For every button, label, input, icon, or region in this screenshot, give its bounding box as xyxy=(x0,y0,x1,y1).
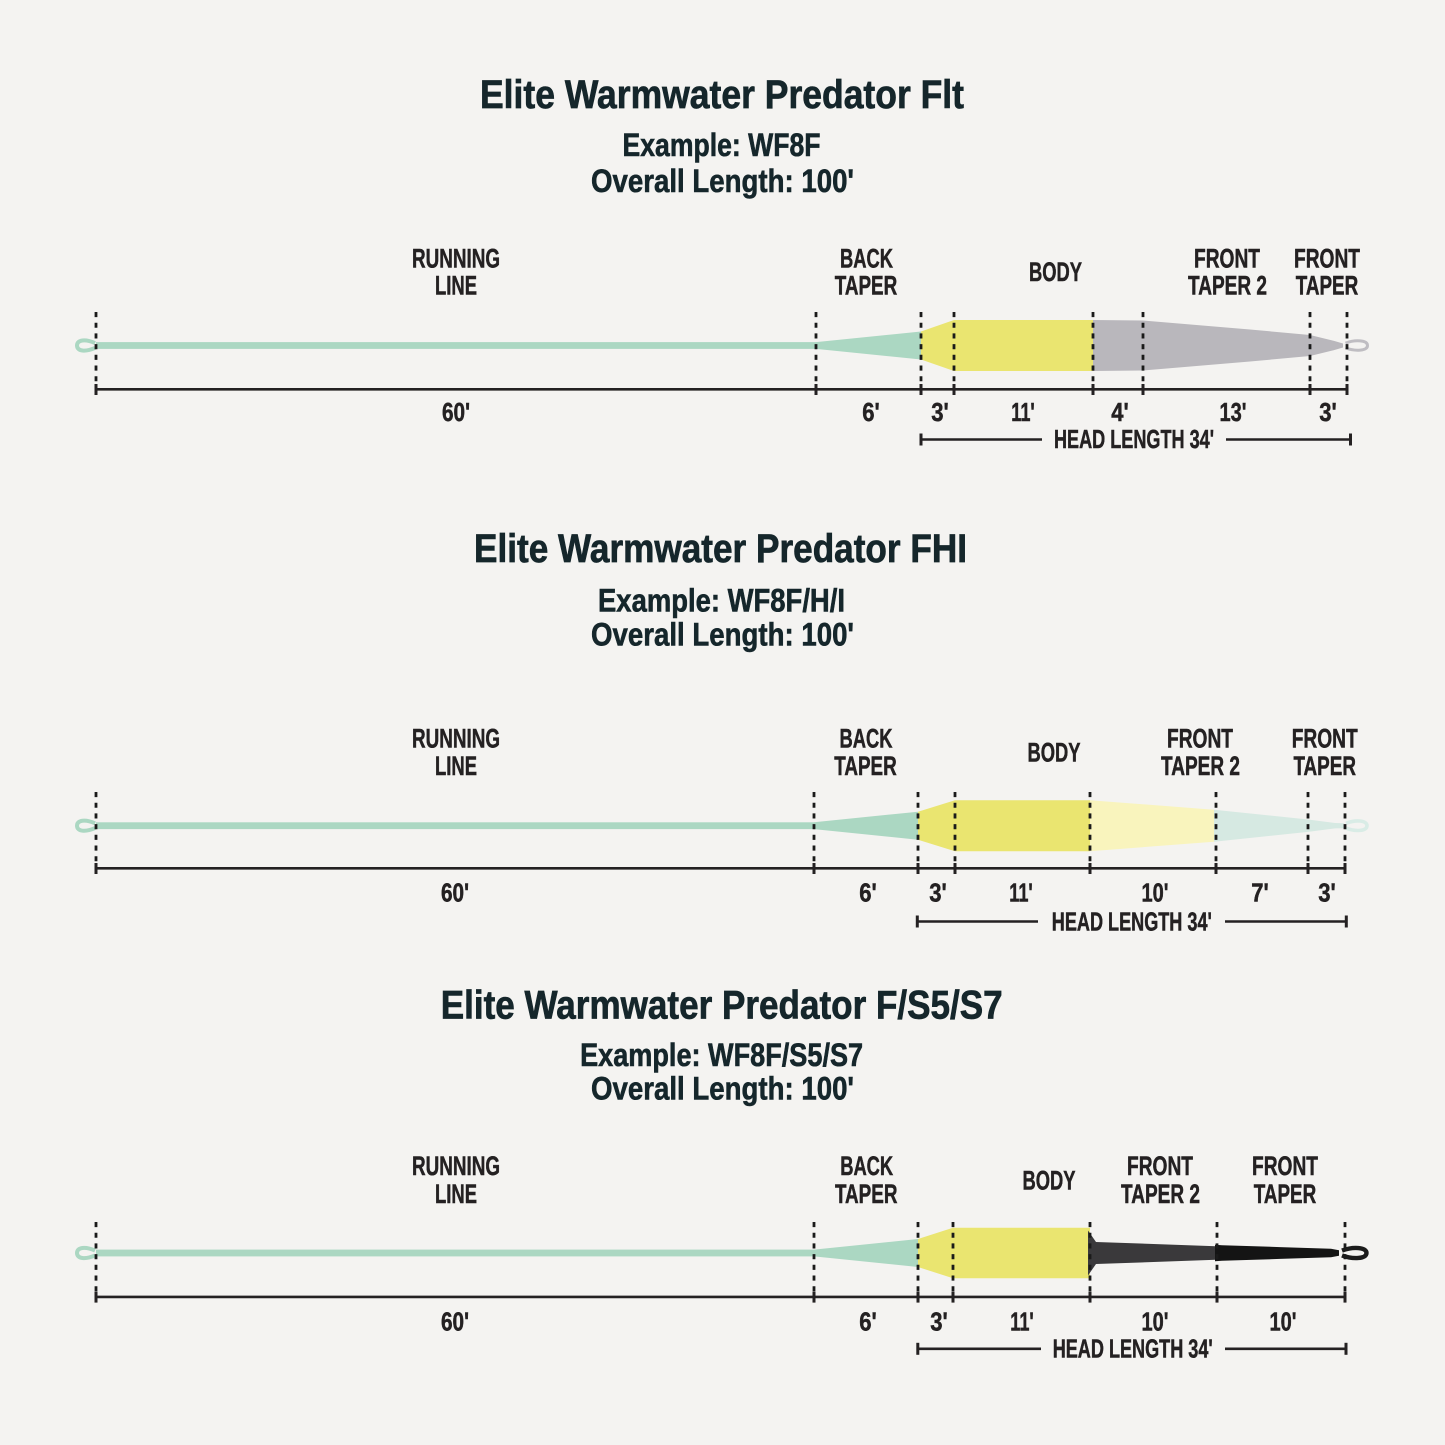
svg-text:10': 10' xyxy=(1142,878,1169,908)
svg-text:10': 10' xyxy=(1270,1307,1297,1337)
svg-text:BODY: BODY xyxy=(1023,1166,1076,1196)
svg-text:TAPER: TAPER xyxy=(834,751,897,781)
svg-text:TAPER: TAPER xyxy=(835,271,898,301)
svg-text:FRONT: FRONT xyxy=(1167,724,1233,754)
svg-text:RUNNING: RUNNING xyxy=(412,244,500,274)
svg-text:3': 3' xyxy=(931,397,949,427)
svg-text:BACK: BACK xyxy=(840,724,893,754)
svg-text:HEAD LENGTH 34': HEAD LENGTH 34' xyxy=(1054,424,1214,454)
svg-text:LINE: LINE xyxy=(435,751,477,781)
svg-text:6': 6' xyxy=(862,397,880,427)
svg-text:FRONT: FRONT xyxy=(1252,1151,1318,1181)
svg-text:FRONT: FRONT xyxy=(1127,1151,1193,1181)
svg-text:Overall Length: 100': Overall Length: 100' xyxy=(591,163,854,199)
svg-text:LINE: LINE xyxy=(435,271,477,301)
svg-text:TAPER: TAPER xyxy=(1254,1179,1317,1209)
svg-text:7': 7' xyxy=(1251,878,1269,908)
svg-text:BODY: BODY xyxy=(1028,738,1081,768)
svg-text:60': 60' xyxy=(441,1307,469,1337)
svg-text:TAPER: TAPER xyxy=(1293,751,1356,781)
svg-text:BACK: BACK xyxy=(840,1151,893,1181)
svg-text:Overall Length: 100': Overall Length: 100' xyxy=(591,617,854,653)
svg-text:TAPER: TAPER xyxy=(835,1179,898,1209)
svg-text:TAPER: TAPER xyxy=(1296,271,1359,301)
svg-text:13': 13' xyxy=(1220,397,1247,427)
svg-text:60': 60' xyxy=(442,397,470,427)
svg-text:Overall Length: 100': Overall Length: 100' xyxy=(591,1071,854,1107)
svg-text:RUNNING: RUNNING xyxy=(412,1151,500,1181)
svg-text:4': 4' xyxy=(1111,397,1129,427)
svg-text:6': 6' xyxy=(859,878,877,908)
svg-text:Elite Warmwater Predator F/S5/: Elite Warmwater Predator F/S5/S7 xyxy=(441,984,1003,1028)
svg-text:Elite Warmwater Predator FHI: Elite Warmwater Predator FHI xyxy=(474,527,967,571)
svg-text:FRONT: FRONT xyxy=(1194,244,1260,274)
svg-text:Elite Warmwater Predator Flt: Elite Warmwater Predator Flt xyxy=(480,73,964,117)
svg-text:10': 10' xyxy=(1142,1307,1169,1337)
svg-text:FRONT: FRONT xyxy=(1292,724,1358,754)
svg-text:HEAD LENGTH 34': HEAD LENGTH 34' xyxy=(1053,1334,1213,1364)
svg-text:11': 11' xyxy=(1010,1307,1034,1337)
svg-text:3': 3' xyxy=(929,878,947,908)
svg-text:3': 3' xyxy=(930,1307,948,1337)
svg-text:BACK: BACK xyxy=(840,244,893,274)
svg-text:Example: WF8F/S5/S7: Example: WF8F/S5/S7 xyxy=(580,1037,863,1073)
svg-text:LINE: LINE xyxy=(435,1179,477,1209)
svg-text:FRONT: FRONT xyxy=(1294,244,1360,274)
svg-text:TAPER 2: TAPER 2 xyxy=(1121,1179,1200,1209)
svg-text:6': 6' xyxy=(859,1307,877,1337)
svg-text:HEAD LENGTH 34': HEAD LENGTH 34' xyxy=(1052,907,1212,937)
svg-text:Example: WF8F: Example: WF8F xyxy=(623,127,821,163)
svg-text:RUNNING: RUNNING xyxy=(412,724,500,754)
svg-text:Example: WF8F/H/I: Example: WF8F/H/I xyxy=(598,583,845,619)
svg-text:60': 60' xyxy=(441,878,469,908)
svg-text:3': 3' xyxy=(1318,878,1336,908)
svg-text:11': 11' xyxy=(1009,878,1033,908)
svg-text:BODY: BODY xyxy=(1029,257,1082,287)
svg-text:3': 3' xyxy=(1319,397,1337,427)
svg-text:TAPER 2: TAPER 2 xyxy=(1188,271,1267,301)
svg-text:11': 11' xyxy=(1011,397,1035,427)
svg-text:TAPER 2: TAPER 2 xyxy=(1161,751,1240,781)
